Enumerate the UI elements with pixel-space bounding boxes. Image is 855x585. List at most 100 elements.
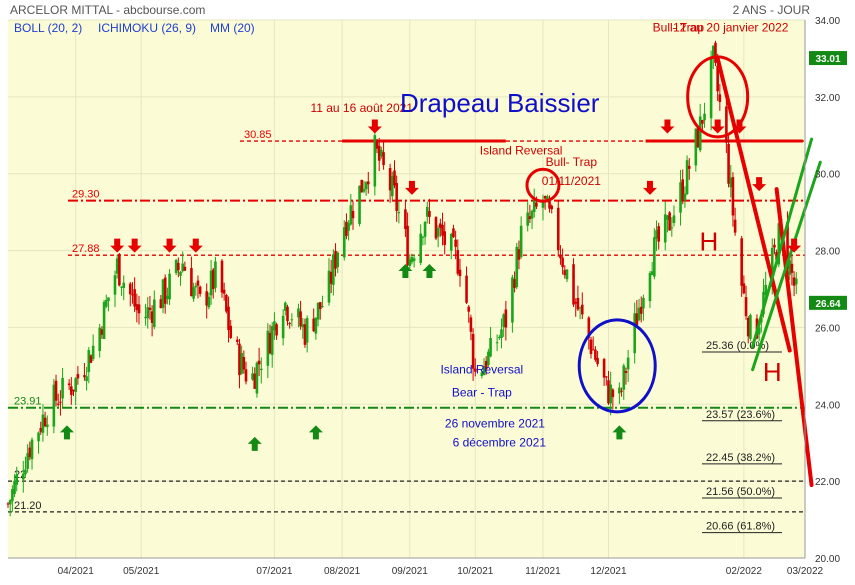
candle-body bbox=[85, 376, 88, 382]
candle-body bbox=[764, 284, 767, 295]
fib-label: 21.56 (50.0%) bbox=[706, 486, 775, 498]
candle-body bbox=[576, 297, 580, 310]
y-tick-label: 30.00 bbox=[815, 170, 840, 181]
candle-body bbox=[683, 193, 687, 201]
candle-body bbox=[334, 250, 337, 269]
candle-body bbox=[454, 239, 457, 247]
candle-body bbox=[716, 65, 719, 92]
candle-body bbox=[67, 383, 71, 386]
price-badges: 33.01 26.64 bbox=[809, 51, 847, 310]
candle-body bbox=[305, 318, 309, 343]
candle-body bbox=[790, 263, 794, 273]
candle-body bbox=[358, 185, 361, 224]
candle-body bbox=[168, 273, 171, 300]
price-badge-label: 33.01 bbox=[815, 54, 840, 65]
sell-arrow-icon bbox=[110, 238, 125, 253]
candle-body bbox=[159, 299, 163, 309]
candle-body bbox=[648, 273, 652, 302]
candle-body bbox=[321, 306, 324, 308]
candle-body bbox=[393, 170, 396, 186]
candle-body bbox=[528, 216, 532, 220]
candle-body bbox=[561, 257, 564, 268]
candle-body bbox=[543, 196, 547, 199]
candle-body bbox=[41, 414, 45, 433]
candle-body bbox=[580, 304, 584, 315]
candle-body bbox=[220, 260, 224, 293]
candle-body bbox=[26, 453, 29, 469]
candle-body bbox=[205, 291, 209, 306]
candle-body bbox=[301, 324, 305, 328]
candle-body bbox=[28, 447, 32, 458]
candle-body bbox=[532, 199, 536, 212]
candle-body bbox=[731, 177, 735, 216]
candle-body bbox=[89, 355, 93, 363]
candle-body bbox=[694, 128, 698, 166]
annotation-label: 11 au 16 août 2021 bbox=[310, 101, 413, 115]
candle-body bbox=[685, 160, 689, 195]
trend-line bbox=[715, 56, 792, 353]
candle-body bbox=[465, 275, 468, 303]
buy-arrow-icon bbox=[398, 263, 413, 278]
candle-body bbox=[541, 201, 545, 208]
trend-lines bbox=[715, 56, 822, 487]
trend-line bbox=[751, 137, 814, 349]
candle-body bbox=[480, 372, 484, 377]
indicator-ichimoku[interactable]: ICHIMOKU (26, 9) bbox=[98, 21, 196, 35]
candle-body bbox=[163, 277, 167, 304]
candle-body bbox=[672, 215, 676, 223]
annotation-label: Island Reversal bbox=[440, 363, 523, 377]
sell-arrow-icon bbox=[752, 177, 767, 192]
candle-body bbox=[122, 282, 126, 288]
candle-body bbox=[744, 297, 748, 317]
sell-arrow-icon bbox=[642, 180, 657, 195]
indicator-boll[interactable]: BOLL (20, 2) bbox=[14, 21, 82, 35]
candle-body bbox=[364, 182, 368, 190]
candle-body bbox=[120, 286, 123, 288]
candle-body bbox=[196, 280, 200, 286]
candle-body bbox=[637, 307, 641, 321]
candle-body bbox=[729, 177, 733, 188]
candle-body bbox=[653, 237, 656, 277]
candle-body bbox=[52, 384, 56, 427]
sell-arrow-icon bbox=[732, 119, 747, 134]
sell-arrow-icon bbox=[188, 238, 203, 253]
candle-body bbox=[373, 135, 377, 187]
candle-body bbox=[113, 275, 117, 295]
candle-body bbox=[792, 277, 796, 286]
y-axis: 20.00 22.00 24.00 26.00 28.00 30.00 32.00 34.00 bbox=[804, 16, 840, 565]
candles bbox=[6, 40, 798, 517]
candle-body bbox=[733, 219, 737, 233]
indicator-mm[interactable]: MM (20) bbox=[210, 21, 255, 35]
candle-body bbox=[238, 343, 241, 376]
candle-body bbox=[37, 432, 40, 442]
candle-body bbox=[535, 202, 538, 207]
candle-body bbox=[83, 375, 86, 378]
candle-body bbox=[633, 313, 636, 354]
candle-body bbox=[382, 152, 385, 166]
candle-body bbox=[131, 294, 134, 296]
candle-body bbox=[336, 252, 340, 268]
y-tick-label: 22.00 bbox=[815, 477, 840, 488]
candle-body bbox=[408, 259, 412, 266]
candle-body bbox=[395, 183, 398, 211]
candle-body bbox=[268, 332, 272, 354]
candle-body bbox=[443, 231, 447, 245]
candle-body bbox=[740, 238, 743, 286]
candle-body bbox=[589, 339, 593, 355]
candle-body bbox=[596, 357, 599, 365]
fib-label: 23.57 (23.6%) bbox=[706, 409, 775, 421]
candle-body bbox=[668, 212, 671, 231]
candle-body bbox=[152, 299, 156, 328]
candle-body bbox=[13, 480, 16, 495]
candle-body bbox=[473, 368, 477, 372]
candle-body bbox=[211, 269, 215, 290]
candle-body bbox=[530, 210, 534, 219]
candle-body bbox=[718, 94, 722, 102]
candle-body bbox=[519, 225, 523, 257]
candle-body bbox=[61, 377, 64, 399]
candle-body bbox=[550, 205, 554, 210]
candle-body bbox=[526, 212, 529, 226]
header-source: ARCELOR MITTAL - abcbourse.com bbox=[10, 3, 205, 17]
annotation-label: Bull- Trap bbox=[546, 155, 598, 169]
signal-arrows bbox=[59, 119, 802, 451]
